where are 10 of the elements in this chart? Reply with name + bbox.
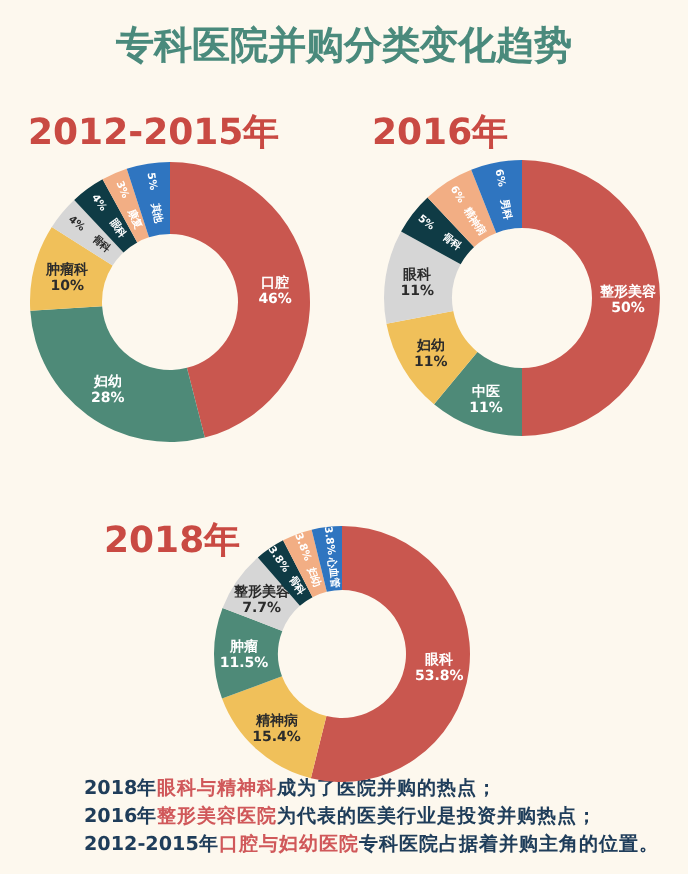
text: 专科医院并购分类变化趋势	[114, 24, 572, 68]
chart-title: 2016年	[372, 112, 509, 154]
text: 2012-2015年口腔与妇幼医院专科医院占据着并购主角的位置。	[84, 832, 659, 856]
donut-slice	[170, 162, 310, 438]
donut-slice	[30, 306, 205, 442]
donut-slice	[522, 160, 660, 436]
chart-title: 2018年	[104, 520, 241, 562]
text: 2016年整形美容医院为代表的医美行业是投资并购热点；	[84, 804, 598, 828]
chart-title: 2012-2015年	[28, 112, 280, 154]
donut-slice	[384, 231, 461, 324]
